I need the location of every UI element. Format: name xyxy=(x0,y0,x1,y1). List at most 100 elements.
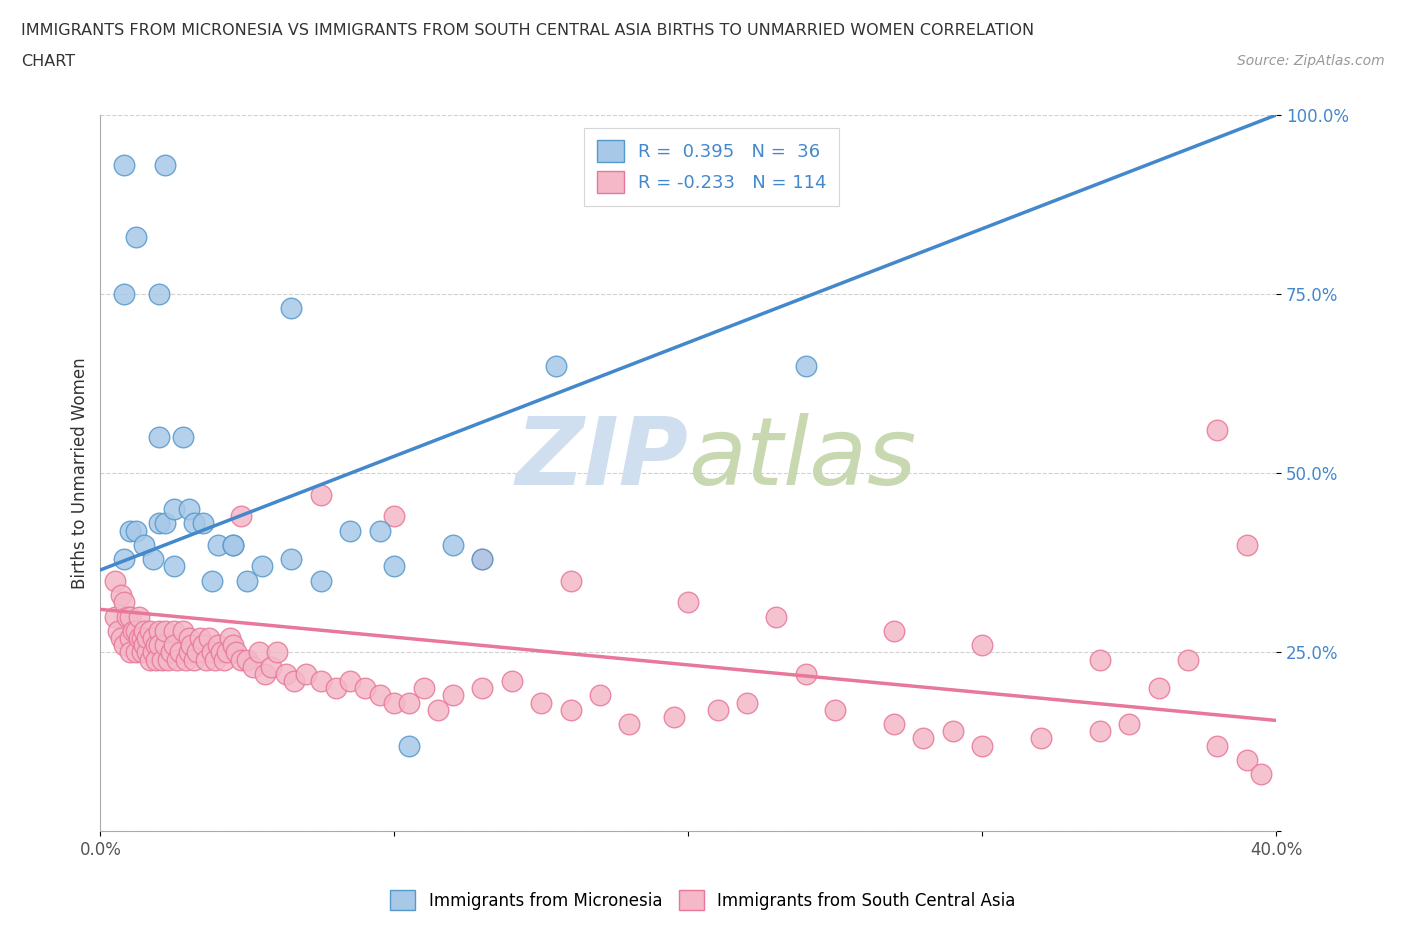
Point xyxy=(942,724,965,738)
Point xyxy=(382,559,405,574)
Point xyxy=(201,573,224,588)
Point xyxy=(1250,766,1272,781)
Point xyxy=(765,609,787,624)
Point xyxy=(441,688,464,703)
Point xyxy=(662,710,685,724)
Text: atlas: atlas xyxy=(688,414,917,504)
Point xyxy=(1206,423,1229,438)
Point xyxy=(283,673,305,688)
Point xyxy=(398,738,420,753)
Point xyxy=(163,559,186,574)
Point xyxy=(145,638,167,653)
Point xyxy=(183,516,205,531)
Point xyxy=(735,695,758,710)
Point xyxy=(247,644,270,659)
Point xyxy=(169,644,191,659)
Point xyxy=(560,573,582,588)
Point xyxy=(253,667,276,682)
Text: Source: ZipAtlas.com: Source: ZipAtlas.com xyxy=(1237,54,1385,68)
Point xyxy=(1088,652,1111,667)
Point xyxy=(1147,681,1170,696)
Point xyxy=(186,644,208,659)
Legend: R =  0.395   N =  36, R = -0.233   N = 114: R = 0.395 N = 36, R = -0.233 N = 114 xyxy=(583,127,839,206)
Point xyxy=(172,430,194,445)
Point xyxy=(883,623,905,638)
Point xyxy=(118,631,141,645)
Point xyxy=(118,644,141,659)
Point xyxy=(242,659,264,674)
Point xyxy=(274,667,297,682)
Point xyxy=(134,623,156,638)
Text: ZIP: ZIP xyxy=(516,413,688,505)
Point xyxy=(619,717,641,732)
Point xyxy=(174,652,197,667)
Point xyxy=(236,573,259,588)
Point xyxy=(501,673,523,688)
Point xyxy=(163,623,186,638)
Point xyxy=(212,652,235,667)
Point xyxy=(177,644,200,659)
Point xyxy=(412,681,434,696)
Point xyxy=(280,301,302,316)
Point xyxy=(142,644,165,659)
Point xyxy=(266,644,288,659)
Point xyxy=(382,695,405,710)
Point xyxy=(225,644,247,659)
Point xyxy=(339,673,361,688)
Point xyxy=(530,695,553,710)
Point xyxy=(325,681,347,696)
Point xyxy=(121,623,143,638)
Point xyxy=(172,623,194,638)
Point xyxy=(153,516,176,531)
Point xyxy=(177,501,200,516)
Point xyxy=(118,609,141,624)
Point xyxy=(354,681,377,696)
Point xyxy=(471,551,494,566)
Point xyxy=(134,538,156,552)
Point xyxy=(136,644,159,659)
Point xyxy=(112,551,135,566)
Point xyxy=(163,638,186,653)
Point xyxy=(124,230,146,245)
Point xyxy=(153,638,176,653)
Point xyxy=(148,286,170,301)
Point xyxy=(883,717,905,732)
Y-axis label: Births to Unmarried Women: Births to Unmarried Women xyxy=(72,357,89,589)
Point xyxy=(250,559,273,574)
Point xyxy=(1029,731,1052,746)
Legend: Immigrants from Micronesia, Immigrants from South Central Asia: Immigrants from Micronesia, Immigrants f… xyxy=(384,884,1022,917)
Point xyxy=(148,516,170,531)
Point xyxy=(1088,724,1111,738)
Point xyxy=(1177,652,1199,667)
Point xyxy=(180,638,202,653)
Point xyxy=(131,644,153,659)
Point xyxy=(471,551,494,566)
Point xyxy=(1206,738,1229,753)
Point xyxy=(115,609,138,624)
Point xyxy=(218,631,240,645)
Point xyxy=(198,631,221,645)
Point xyxy=(221,538,243,552)
Point xyxy=(204,652,226,667)
Point xyxy=(156,652,179,667)
Point xyxy=(148,430,170,445)
Point xyxy=(215,644,238,659)
Point xyxy=(471,681,494,696)
Point xyxy=(128,631,150,645)
Point xyxy=(309,487,332,502)
Point xyxy=(142,551,165,566)
Point xyxy=(110,588,132,603)
Point xyxy=(104,609,127,624)
Point xyxy=(1236,538,1258,552)
Point xyxy=(339,523,361,538)
Point xyxy=(163,501,186,516)
Point xyxy=(107,623,129,638)
Point xyxy=(309,573,332,588)
Text: IMMIGRANTS FROM MICRONESIA VS IMMIGRANTS FROM SOUTH CENTRAL ASIA BIRTHS TO UNMAR: IMMIGRANTS FROM MICRONESIA VS IMMIGRANTS… xyxy=(21,23,1035,38)
Point xyxy=(131,631,153,645)
Point xyxy=(794,667,817,682)
Point xyxy=(148,638,170,653)
Point xyxy=(188,631,211,645)
Point xyxy=(148,623,170,638)
Point xyxy=(221,538,243,552)
